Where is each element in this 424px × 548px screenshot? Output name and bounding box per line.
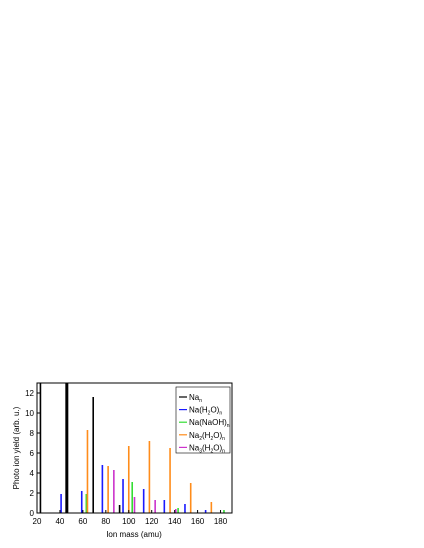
legend-subscript: n (219, 411, 222, 417)
legend-label: Na(NaOH)n (189, 418, 230, 429)
legend-label: Na2(H2O)n (189, 431, 225, 442)
legend-label: Nan (189, 393, 202, 404)
stick (174, 509, 177, 513)
x-tick-label: 140 (168, 517, 182, 526)
legend-subscript: 2 (199, 436, 202, 442)
x-axis-label: Ion mass (amu) (106, 530, 162, 539)
x-tick-label: 120 (145, 517, 159, 526)
plot-area (39, 383, 225, 513)
legend-subscript: n (222, 448, 225, 454)
y-tick-label: 12 (25, 389, 34, 398)
y-tick-label: 0 (30, 509, 35, 518)
stick (163, 500, 166, 513)
stick (204, 510, 207, 513)
stick (86, 430, 89, 513)
axes-frame (36, 382, 233, 514)
x-tick-label: 20 (33, 517, 42, 526)
stick (184, 504, 186, 513)
stick (154, 500, 156, 513)
legend-text: O) (213, 443, 222, 452)
x-tick-label: 160 (191, 517, 205, 526)
legend-text: Na(NaOH) (189, 418, 227, 427)
x-tick-label: 180 (214, 517, 228, 526)
x-tick-label: 80 (101, 517, 110, 526)
legend-text: O) (213, 431, 222, 440)
stick (169, 448, 171, 513)
y-tick-label: 6 (30, 449, 35, 458)
stick (118, 505, 121, 513)
stick (131, 482, 134, 513)
legend-text: Na (189, 393, 200, 402)
legend-label: Na(H2O)n (189, 406, 222, 417)
stick (133, 497, 136, 513)
legend-text: O) (210, 406, 219, 415)
stick (85, 494, 88, 513)
stick (92, 397, 95, 513)
x-tick-label: 40 (55, 517, 64, 526)
stick (39, 383, 42, 513)
stick (122, 479, 124, 513)
legend-subscript: n (199, 398, 202, 404)
legend-subscript: 2 (208, 411, 211, 417)
legend-text: (H (202, 443, 211, 452)
legend-subscript: 3 (199, 448, 202, 454)
y-tick-label: 10 (25, 409, 34, 418)
y-tick-label: 4 (30, 469, 35, 478)
y-tick-label: 2 (30, 489, 35, 498)
legend-text: (H (202, 431, 211, 440)
stick (107, 466, 109, 513)
legend-subscript: n (227, 423, 230, 429)
stick (113, 470, 115, 513)
legend-subscript: 2 (210, 436, 213, 442)
legend-subscript: n (222, 436, 225, 442)
legend-subscript: 2 (210, 448, 213, 454)
legend-text: Na (189, 443, 200, 452)
stick (101, 465, 104, 513)
legend-text: Na (189, 431, 200, 440)
x-tick-label: 60 (78, 517, 87, 526)
stick (127, 446, 130, 513)
y-tick-label: 8 (30, 429, 35, 438)
stick (210, 502, 213, 513)
stick (65, 383, 69, 513)
y-axis-label: Photo ion yield (arb. u.) (12, 406, 21, 489)
legend-text: Na(H (189, 406, 208, 415)
stick (60, 494, 62, 513)
stick (142, 489, 145, 513)
stick (189, 483, 192, 513)
stick (177, 508, 179, 513)
stick (80, 491, 83, 513)
legend-label: Na3(H2O)n (189, 443, 225, 454)
x-tick-label: 100 (122, 517, 136, 526)
stick (223, 510, 225, 513)
stick (148, 441, 151, 513)
legend-box (175, 386, 231, 454)
